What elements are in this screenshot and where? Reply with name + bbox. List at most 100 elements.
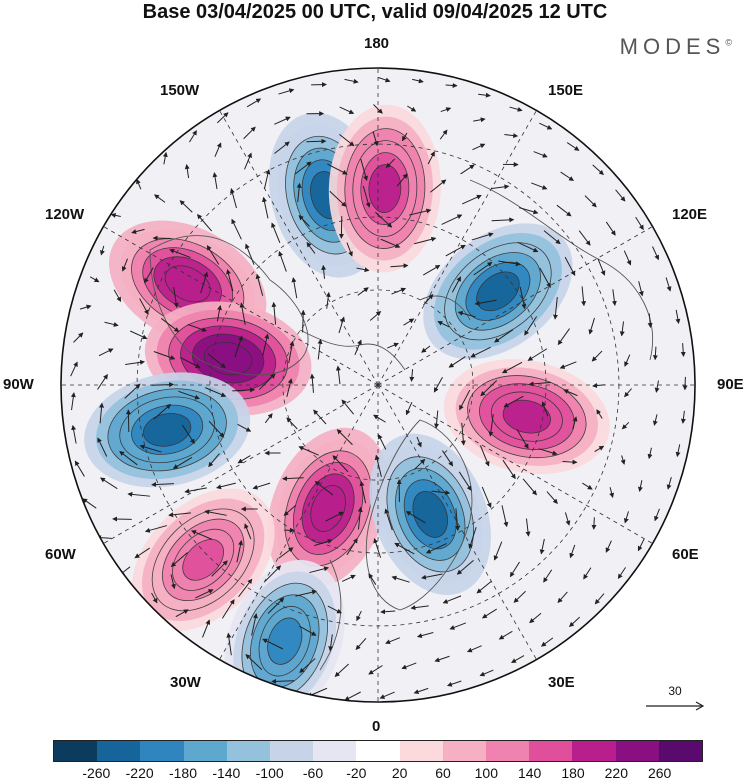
wind-vector (592, 383, 605, 389)
wind-vector (175, 609, 189, 618)
meridian-line (377, 384, 537, 660)
wind-vector (335, 365, 341, 385)
wind-vector (332, 455, 349, 473)
wind-vector (237, 423, 252, 432)
graticule (61, 68, 695, 702)
meridian-line (219, 110, 379, 386)
colorbar-swatch (572, 741, 616, 761)
wind-vector (652, 414, 658, 426)
wind-vector (309, 566, 330, 574)
wind-vector (433, 376, 443, 393)
wind-vector (169, 248, 191, 259)
wind-vector (476, 580, 492, 594)
lon-label-60w: 60W (45, 546, 76, 563)
wind-vector (271, 301, 277, 325)
wind-vector (468, 527, 477, 549)
wind-vector (314, 538, 333, 547)
wind-vector (258, 373, 276, 390)
wind-vector (231, 218, 242, 240)
wind-vector (211, 560, 228, 577)
wind-vector (624, 354, 631, 367)
wind-vector (623, 511, 629, 524)
colorbar-swatch (54, 741, 98, 761)
wind-vector (274, 116, 291, 125)
wind-vector (226, 632, 232, 656)
wind-vector (245, 243, 255, 265)
wind-vector (251, 613, 258, 636)
wind-vector (531, 182, 548, 190)
wind-vector (539, 122, 553, 130)
wind-vector (380, 609, 396, 615)
wind-vector (470, 346, 491, 358)
wind-vector (437, 321, 450, 328)
wind-vector (354, 339, 362, 355)
wind-vector (98, 348, 114, 357)
wind-vector (299, 658, 316, 673)
wind-vector (391, 287, 407, 295)
colorbar-tick-label: 60 (435, 765, 451, 781)
wind-vector (380, 238, 401, 248)
wind-vector (480, 380, 498, 397)
wind-vector (401, 662, 417, 670)
lon-label-150e: 150E (548, 82, 584, 99)
colorbar-tick-label: -100 (255, 765, 284, 781)
wind-vector (503, 395, 524, 408)
wind-vector (139, 298, 149, 315)
wind-vector (385, 158, 396, 169)
wind-vector (216, 112, 229, 124)
wind-vector (181, 424, 195, 445)
wind-vector (344, 691, 361, 701)
wind-vector (562, 459, 578, 465)
wind-vector (407, 105, 417, 112)
wind-vector (378, 77, 391, 83)
wind-vector (187, 323, 207, 332)
wind-vector (460, 422, 466, 446)
wind-vector (430, 179, 447, 193)
meridian-line (377, 110, 537, 386)
wind-vector (491, 184, 510, 190)
negative-anomaly (224, 559, 345, 702)
wind-vector (252, 482, 271, 490)
wind-vector (474, 299, 497, 306)
wind-vector (327, 163, 348, 175)
colorbar-swatch (399, 741, 443, 761)
wind-vector (431, 490, 451, 496)
lon-label-60e: 60E (672, 546, 699, 563)
wind-vector (271, 222, 281, 244)
wind-vector (264, 413, 273, 424)
brand-mark: © (725, 37, 732, 48)
wind-vector (459, 389, 471, 411)
wind-vector (543, 569, 553, 583)
wind-vector (262, 638, 283, 650)
wind-vector (339, 106, 355, 114)
meridian-line (219, 384, 379, 660)
wind-vector (234, 335, 243, 358)
wind-vector (416, 632, 434, 639)
wind-vector (501, 505, 509, 528)
wind-vector (441, 450, 454, 467)
wind-vector (124, 383, 141, 399)
wind-vector (405, 402, 413, 416)
wind-vector (357, 506, 363, 530)
wind-vector (339, 133, 355, 147)
wind-vector (414, 458, 426, 470)
lon-label-90w: 90W (3, 376, 34, 393)
wind-vector (144, 267, 154, 284)
wind-vector (410, 605, 429, 611)
wind-vector (522, 478, 537, 496)
wind-vector (466, 645, 482, 653)
wind-vector (458, 471, 472, 491)
wind-vector (144, 525, 168, 533)
wind-vector (449, 622, 466, 630)
wind-vector (355, 637, 367, 651)
wind-vector (546, 491, 558, 505)
wind-vector (208, 420, 225, 438)
wind-vector (216, 482, 236, 490)
wind-vector (591, 517, 597, 530)
wind-vector (471, 232, 494, 241)
wind-vector (271, 678, 294, 684)
wind-vector (82, 498, 97, 509)
wind-vector (378, 433, 387, 450)
colorbar-swatch (442, 741, 487, 761)
wind-vector (434, 410, 440, 429)
